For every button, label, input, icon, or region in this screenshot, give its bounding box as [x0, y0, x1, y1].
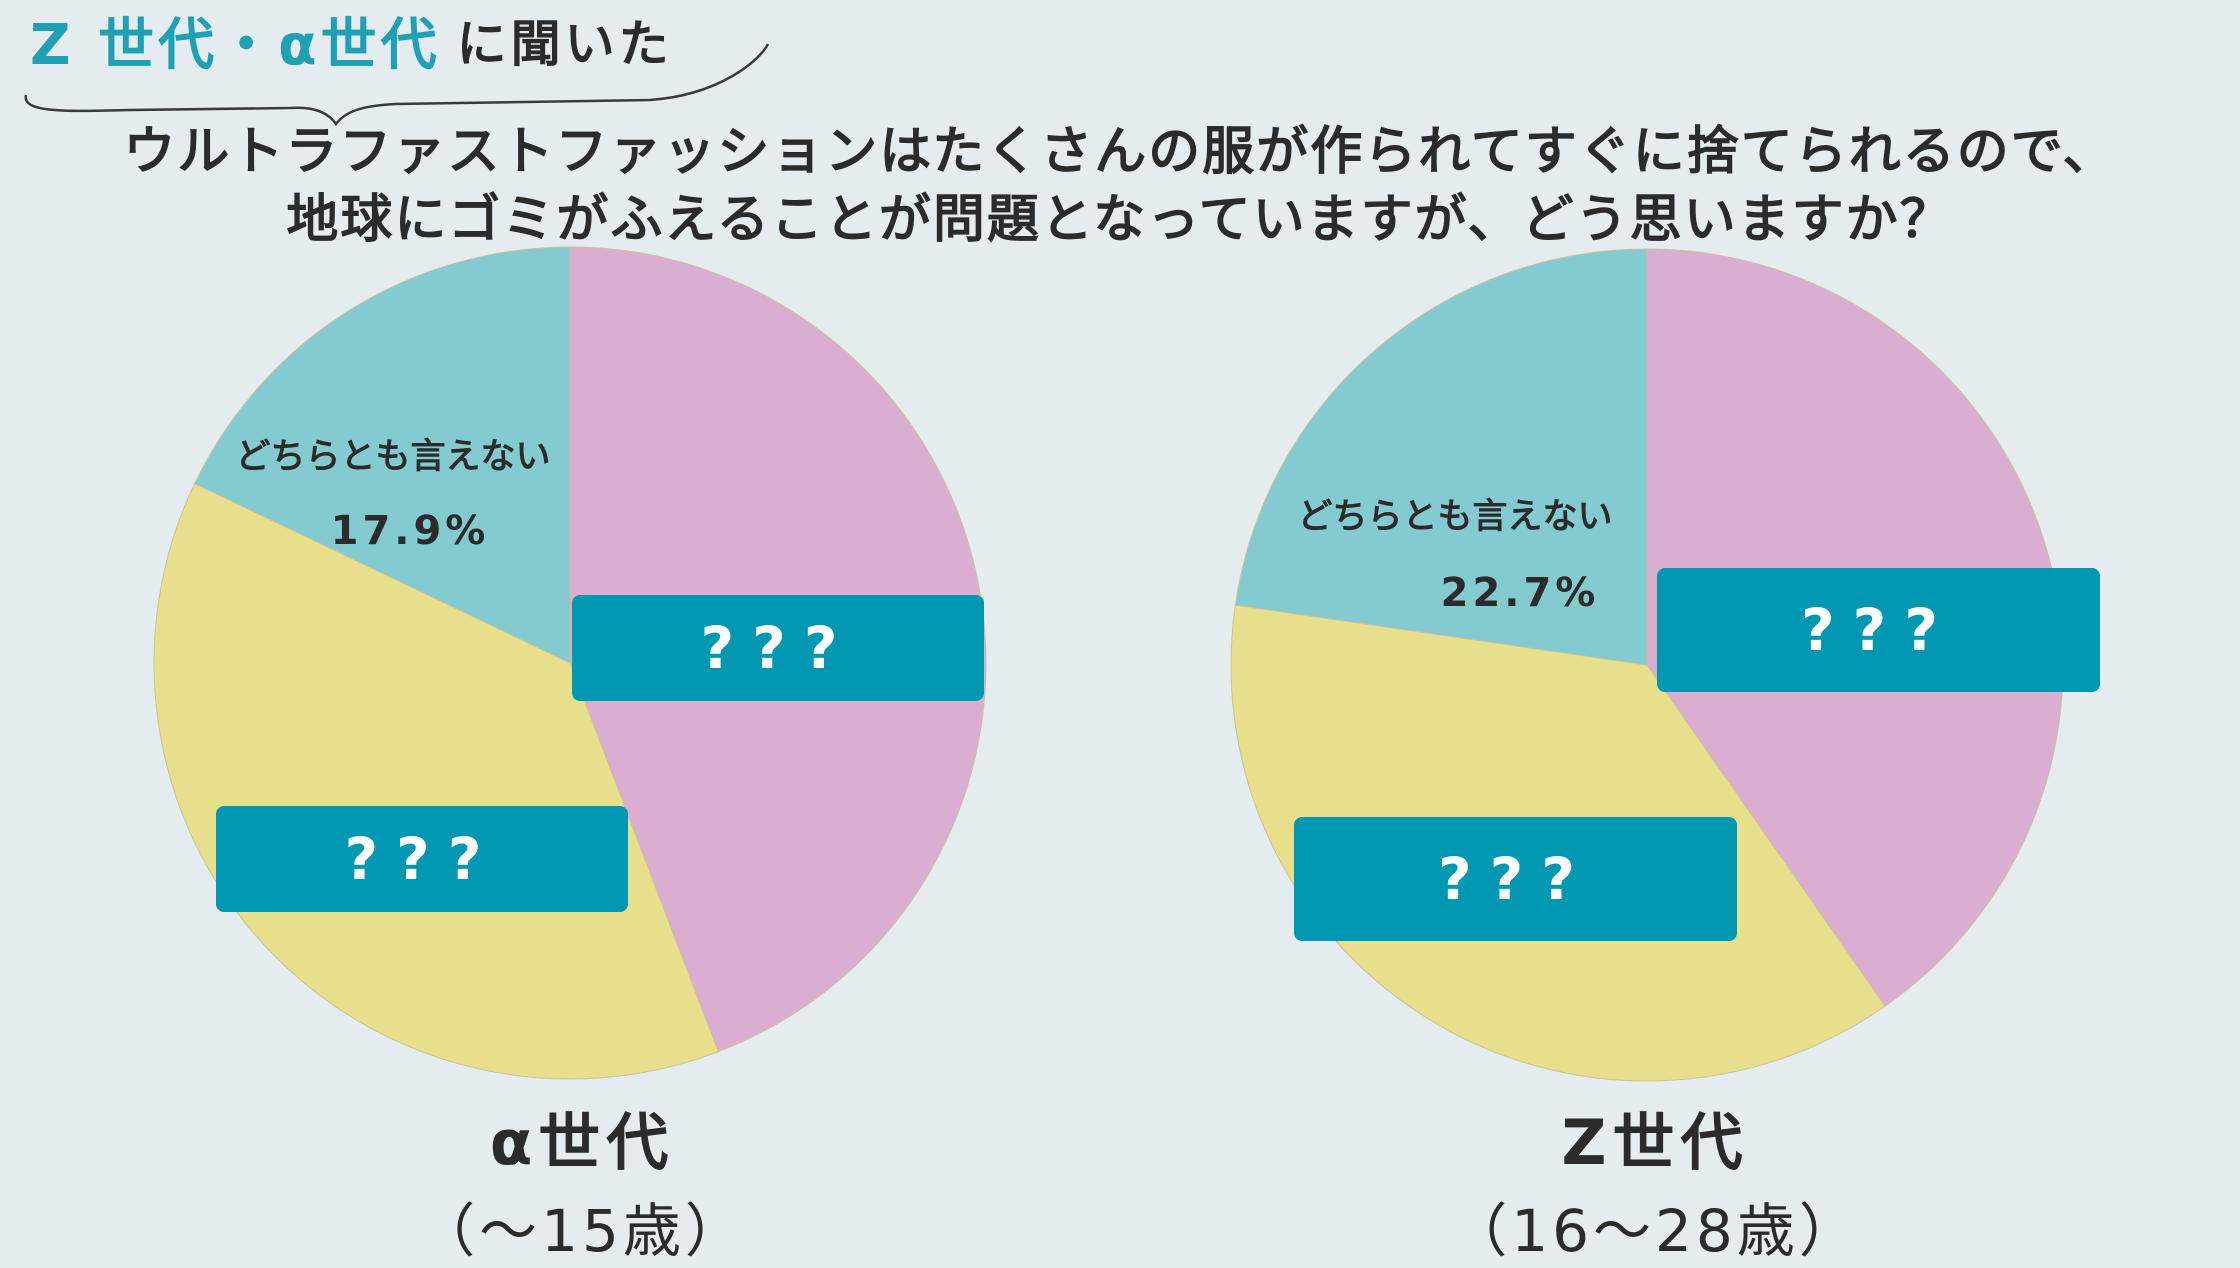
pie-z-neutral-value: 22.7% — [1441, 570, 1600, 616]
question-line-1: ウルトラファストファッションはたくさんの服が作られてすぐに捨てられるので、 — [123, 122, 2117, 182]
brace-underline — [24, 43, 770, 127]
pie-z-neutral-label: どちらとも言えない — [1297, 497, 1612, 537]
pie-alpha-neutral-label: どちらとも言えない — [235, 437, 550, 477]
pie-z-yellow-hidden-label: ??? — [1294, 817, 1737, 941]
pie-z-slice-2 — [1234, 248, 1648, 666]
question-line-2: 地球にゴミがふえることが問題となっていますが、どう思いますか？ — [286, 190, 1954, 250]
pie-z-pink-hidden-label: ??? — [1657, 568, 2100, 692]
pie-alpha-pink-hidden-label: ??? — [572, 595, 984, 701]
header-tag-rest: に聞いた — [456, 15, 673, 73]
chart-subtitle-alpha: （〜15歳） — [417, 1197, 747, 1265]
chart-title-alpha: α世代 — [489, 1106, 675, 1179]
pie-alpha-neutral-value: 17.9% — [331, 508, 490, 554]
pie-alpha-yellow-hidden-label: ??? — [216, 806, 628, 912]
header-tag-accent: Z 世代・α世代 — [30, 12, 441, 78]
chart-title-z: Z世代 — [1561, 1106, 1749, 1179]
header-tag: Z 世代・α世代 に聞いた — [30, 0, 673, 80]
chart-subtitle-z: （16〜28歳） — [1449, 1197, 1861, 1265]
pie-alpha-slice-1 — [153, 482, 719, 1080]
survey-question: ウルトラファストファッションはたくさんの服が作られてすぐに捨てられるので、 地球… — [0, 118, 2240, 254]
pie-alpha-slice-2 — [194, 246, 571, 664]
